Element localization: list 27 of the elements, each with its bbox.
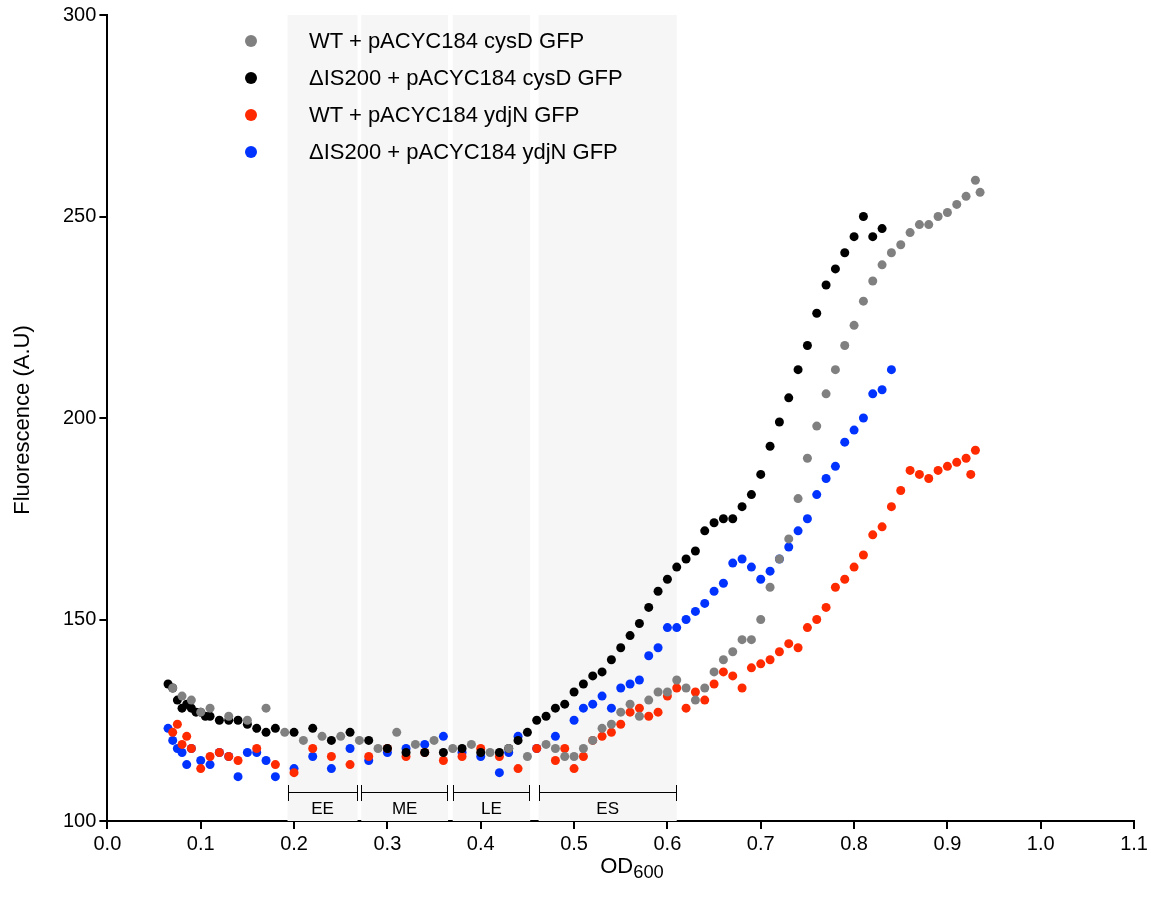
x-axis-title: OD$_{600}$ <box>600 852 664 884</box>
y-tick-label: 100 <box>62 808 97 831</box>
legend-label: ΔIS200 + pACYC184 ydjN GFP <box>309 138 618 166</box>
band-label: LE <box>481 799 502 819</box>
x-tick-label: 0.2 <box>280 831 308 854</box>
y-axis-title: Fluorescence (A.U) <box>9 325 35 515</box>
x-tick-label: 0.8 <box>840 831 868 854</box>
y-tick-label: 150 <box>62 607 97 630</box>
x-tick-label: 0.7 <box>746 831 775 854</box>
band-label: ES <box>596 799 619 819</box>
y-tick-label: 200 <box>62 405 97 428</box>
legend-label: ΔIS200 + pACYC184 cysD GFP <box>309 64 623 92</box>
legend-label: WT + pACYC184 ydjN GFP <box>309 101 580 129</box>
x-tick-label: 0.4 <box>466 831 495 854</box>
x-tick-label: 0.5 <box>560 831 588 854</box>
x-tick-label: 0.3 <box>373 831 402 854</box>
band-label: EE <box>311 799 334 819</box>
x-tick-label: 1.1 <box>1120 831 1148 854</box>
x-tick-label: 0.6 <box>653 831 682 854</box>
band-label: ME <box>391 799 418 819</box>
y-tick-label: 300 <box>62 2 97 25</box>
x-tick-label: 1.0 <box>1026 831 1055 854</box>
x-tick-label: 0.1 <box>186 831 215 854</box>
legend-label: WT + pACYC184 cysD GFP <box>309 27 585 55</box>
x-tick-label: 0.0 <box>93 831 122 854</box>
x-tick-label: 0.9 <box>933 831 962 854</box>
y-tick-label: 250 <box>62 204 97 227</box>
